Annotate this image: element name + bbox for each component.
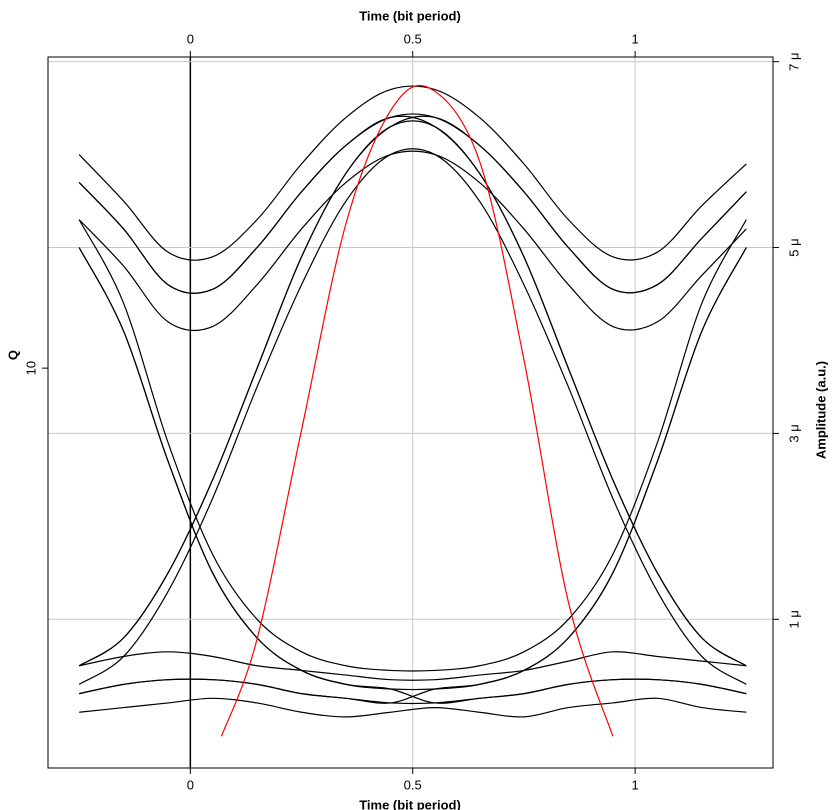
y2-tick-label: 7 μ — [786, 52, 801, 70]
y2-tick-label: 5 μ — [786, 238, 801, 256]
eye-trace — [78, 150, 747, 332]
eye-trace — [78, 219, 747, 672]
y2-axis-title: Amplitude (a.u.) — [813, 361, 828, 459]
eye-trace — [79, 651, 747, 681]
q-curve — [220, 84, 614, 737]
y-axis-title: Q — [5, 350, 20, 360]
x-tick-label: 1 — [631, 777, 638, 792]
eye-trace — [79, 678, 747, 705]
y2-tick-label: 3 μ — [786, 424, 801, 442]
grid — [48, 57, 773, 768]
eye-trace — [78, 85, 747, 261]
x-tick-label: 1 — [631, 31, 638, 46]
y2-tick-label: 1 μ — [786, 610, 801, 628]
axes: 0 0 0.5 0.5 1 1 10 1 μ 3 μ 5 μ 7 μ — [23, 31, 801, 792]
y-tick-label: 10 — [23, 361, 38, 375]
eye-trace — [78, 148, 747, 685]
eye-trace — [78, 120, 747, 667]
plot-frame — [47, 56, 774, 769]
x-axis-title-bottom: Time (bit period) — [359, 797, 461, 810]
x-tick-label: 0 — [187, 777, 194, 792]
x-tick-label: 0.5 — [404, 777, 422, 792]
x-axis-title-top: Time (bit period) — [359, 8, 461, 23]
x-tick-label: 0.5 — [404, 31, 422, 46]
traces — [78, 84, 747, 737]
x-tick-label: 0 — [187, 31, 194, 46]
eye-trace — [79, 697, 747, 718]
